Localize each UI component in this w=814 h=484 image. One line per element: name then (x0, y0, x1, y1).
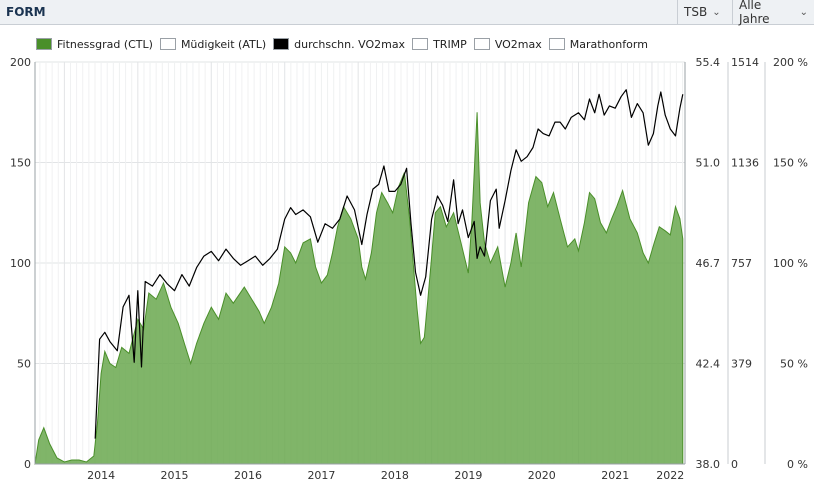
chevron-down-icon: ⌄ (712, 6, 721, 18)
y-tick-label-left: 100 (10, 257, 31, 270)
legend-swatch-vo2max (473, 38, 490, 50)
y-tick-label-trimp: 1514 (731, 56, 759, 69)
tsb-dropdown-label: TSB (684, 5, 708, 19)
panel-header: FORM TSB ⌄ Alle Jahre ⌄ (0, 0, 814, 26)
y-tick-label-left: 0 (24, 458, 31, 471)
year-range-dropdown[interactable]: Alle Jahre ⌄ (732, 0, 814, 26)
legend-label-vo2max: VO2max (494, 37, 542, 51)
y-tick-label-percent: 100 % (773, 257, 808, 270)
legend-label-trimp: TRIMP (433, 37, 467, 51)
legend-label-ctl: Fitnessgrad (CTL) (57, 37, 153, 51)
series-line-avg-vo2max (94, 89, 684, 439)
x-tick-label: 2021 (601, 469, 629, 482)
y-tick-label-vo2max: 42.4 (696, 358, 721, 371)
year-range-dropdown-label: Alle Jahre (739, 0, 770, 26)
legend-label-atl: Müdigkeit (ATL) (180, 37, 267, 51)
legend-label-avg-vo2max: durchschn. VO2max (294, 37, 406, 51)
y-tick-label-vo2max: 38.0 (696, 458, 721, 471)
y-tick-label-trimp: 0 (731, 458, 738, 471)
y-tick-label-trimp: 1136 (731, 157, 759, 170)
legend-item-trimp[interactable]: TRIMP (412, 38, 467, 51)
chevron-down-icon: ⌄ (799, 6, 808, 18)
legend-item-avg-vo2max[interactable]: durchschn. VO2max (273, 38, 405, 51)
x-tick-label: 2015 (161, 469, 189, 482)
legend-swatch-avg-vo2max (273, 38, 290, 50)
x-tick-label: 2017 (307, 469, 335, 482)
x-tick-label: 2022 (656, 469, 684, 482)
x-tick-label: 2018 (381, 469, 409, 482)
x-tick-label: 2016 (234, 469, 262, 482)
y-tick-label-percent: 50 % (780, 358, 808, 371)
legend-item-ctl[interactable]: Fitnessgrad (CTL) (36, 38, 153, 51)
y-tick-label-trimp: 379 (731, 358, 752, 371)
tsb-dropdown[interactable]: TSB ⌄ (677, 0, 732, 24)
y-tick-label-vo2max: 55.4 (696, 56, 721, 69)
y-tick-label-percent: 0 % (787, 458, 808, 471)
y-tick-label-left: 200 (10, 56, 31, 69)
y-tick-label-vo2max: 46.7 (696, 257, 721, 270)
y-tick-label-left: 150 (10, 157, 31, 170)
legend-label-marathonform: Marathonform (569, 37, 648, 51)
legend-swatch-atl (159, 38, 176, 50)
y-tick-label-trimp: 757 (731, 257, 752, 270)
y-tick-label-percent: 200 % (773, 56, 808, 69)
y-tick-label-percent: 150 % (773, 157, 808, 170)
legend-item-vo2max[interactable]: VO2max (473, 37, 542, 51)
legend-item-atl[interactable]: Müdigkeit (ATL) (159, 37, 267, 51)
legend-swatch-marathonform (548, 38, 565, 50)
x-tick-label: 2020 (528, 469, 556, 482)
x-tick-label: 2014 (87, 469, 115, 482)
panel-title: FORM (6, 5, 46, 19)
y-tick-label-vo2max: 51.0 (696, 157, 721, 170)
legend-item-marathonform[interactable]: Marathonform (548, 37, 648, 51)
chart-legend: Fitnessgrad (CTL) Müdigkeit (ATL) durchs… (36, 35, 655, 53)
y-tick-label-left: 50 (17, 358, 31, 371)
legend-swatch-trimp (412, 38, 429, 50)
legend-swatch-ctl (36, 38, 52, 50)
x-tick-label: 2019 (454, 469, 482, 482)
series-area-ctl (34, 112, 684, 465)
